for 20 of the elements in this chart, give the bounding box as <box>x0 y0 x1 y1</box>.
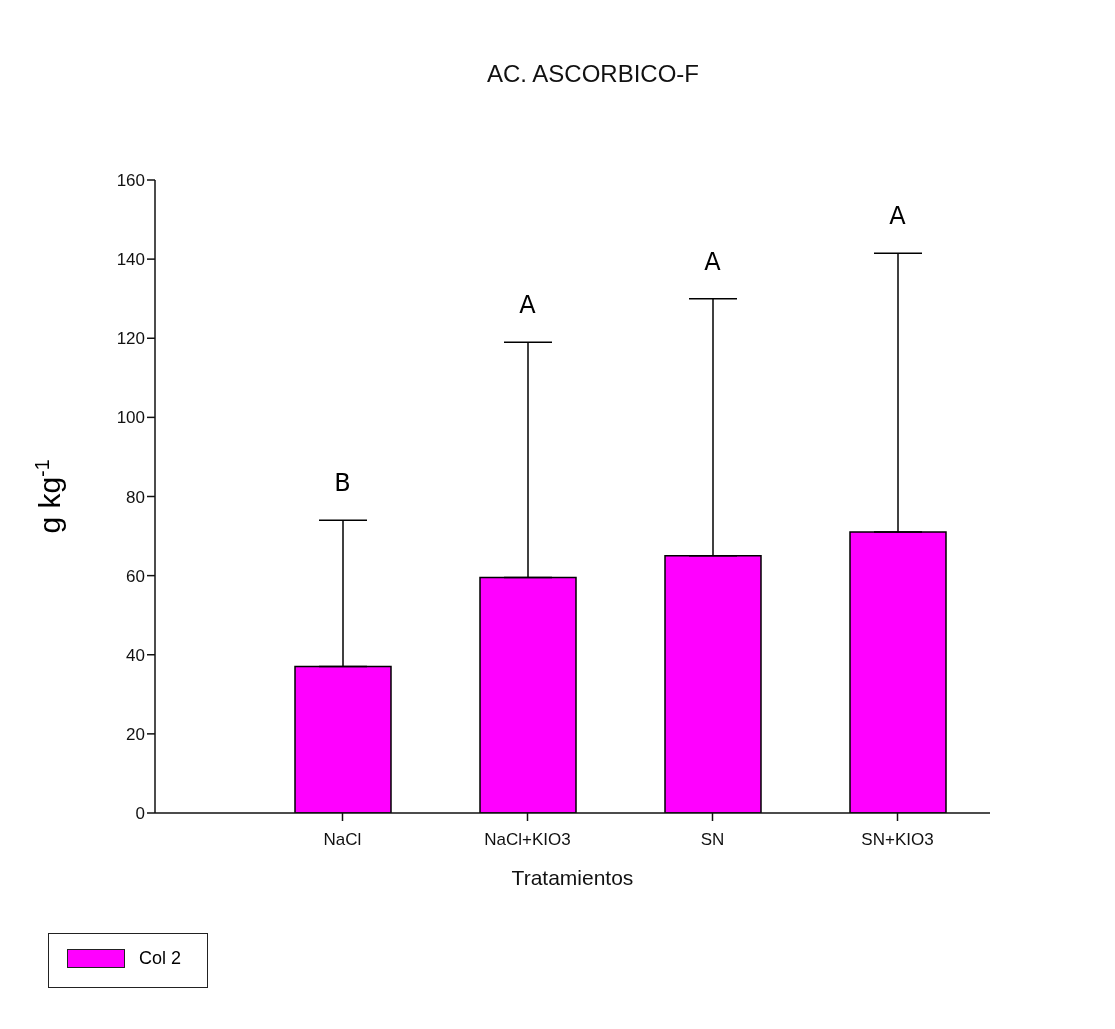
annotation: A <box>889 202 907 231</box>
y-tick-label: 60 <box>126 566 145 586</box>
y-tick-label: 40 <box>126 645 145 665</box>
chart-title: AC. ASCORBICO-F <box>486 60 700 88</box>
x-tick-label: SN+KIO3 <box>861 830 934 850</box>
annotation: A <box>704 247 722 276</box>
y-tick-label: 160 <box>116 171 145 191</box>
x-tick-label: SN <box>700 830 725 850</box>
y-tick-label: 20 <box>126 724 145 744</box>
y-tick-label: 0 <box>135 804 145 824</box>
x-tick-label: NaCl+KIO3 <box>484 830 571 850</box>
y-tick-label: 140 <box>116 250 145 270</box>
x-tick-label: NaCl <box>323 830 362 850</box>
y-tick-label: 120 <box>116 329 145 349</box>
annotation: A <box>519 291 537 320</box>
annotation: B <box>334 469 351 498</box>
legend-label: Col 2 <box>138 948 182 969</box>
y-tick-label: 80 <box>126 487 145 507</box>
y-tick-label: 100 <box>116 408 145 428</box>
x-axis-title: Tratamientos <box>511 866 634 889</box>
